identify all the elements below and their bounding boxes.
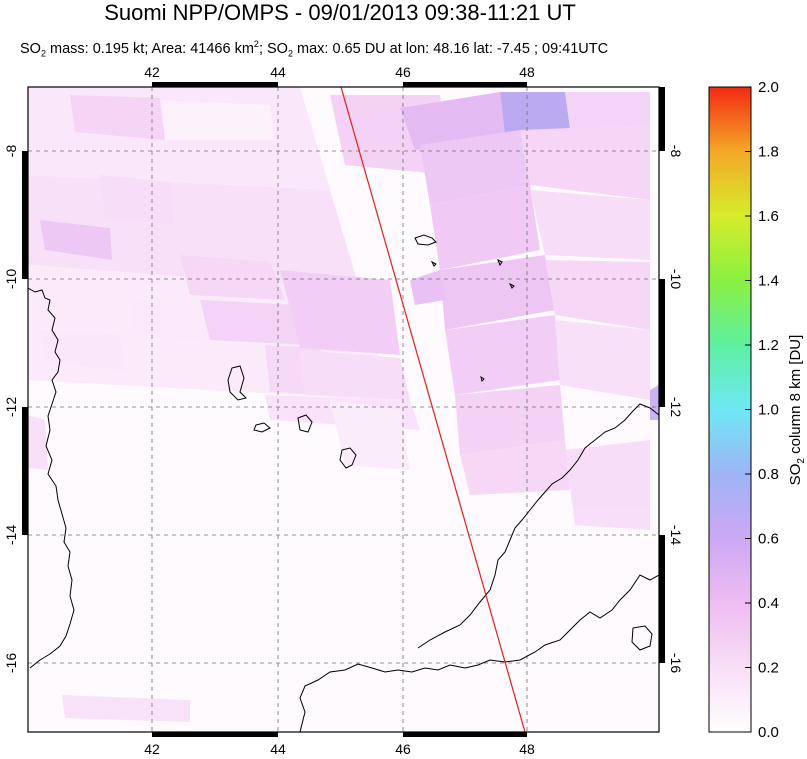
- coastline-glorioso: [497, 258, 503, 267]
- colorbar-label-0.2: 0.2: [758, 660, 779, 677]
- colorbar-label-1.4: 1.4: [758, 273, 779, 290]
- so2-swath-pixels: [28, 87, 659, 722]
- colorbar-label-0.0: 0.0: [758, 724, 779, 741]
- map-title: Suomi NPP/OMPS - 09/01/2013 09:38-11:21 …: [104, 0, 576, 25]
- orbit-track-line: [340, 87, 526, 732]
- colorbar-label-1.2: 1.2: [758, 337, 779, 354]
- map-subtitle: SO2 mass: 0.195 kt; Area: 41466 km2; SO2…: [20, 39, 609, 59]
- colorbar-label-0.8: 0.8: [758, 466, 779, 483]
- lon-tick-48-bottom: 48: [519, 741, 535, 757]
- lat-tick-16-right: -16: [668, 653, 684, 673]
- coastline-mayotte: [480, 375, 485, 382]
- lat-tick-10-right: -10: [668, 269, 684, 289]
- lat-tick-12-left: -12: [3, 397, 19, 417]
- coastline-grande-comore: [227, 365, 247, 401]
- lon-tick-44-bottom: 44: [270, 741, 286, 757]
- coastline-aldabra: [414, 234, 437, 246]
- lon-tick-labels-top: 42 44 46 48: [144, 64, 535, 80]
- lat-tick-labels-right: -8 -10 -12 -14 -16: [668, 145, 684, 674]
- colorbar: 0.0 0.2 0.4 0.6 0.8 1.0 1.2 1.4 1.6 1.8 …: [708, 79, 807, 741]
- colorbar-scale: [708, 86, 752, 733]
- lat-tick-12-right: -12: [668, 397, 684, 417]
- graticule: [28, 87, 659, 732]
- coastline-small-island: [430, 260, 437, 267]
- coastline-small-island-2: [508, 282, 515, 289]
- coastline-moheli: [253, 422, 271, 433]
- lon-tick-48-top: 48: [519, 64, 535, 80]
- coastline-anjouan: [297, 414, 313, 433]
- lon-tick-46-bottom: 46: [395, 741, 411, 757]
- colorbar-label-0.6: 0.6: [758, 531, 779, 548]
- lon-tick-labels-bottom: 42 44 46 48: [144, 741, 535, 757]
- map-border-bars: [22, 82, 665, 737]
- colorbar-tick-labels: 0.0 0.2 0.4 0.6 0.8 1.0 1.2 1.4 1.6 1.8 …: [758, 79, 779, 741]
- coastline-africa: [28, 287, 75, 669]
- lat-tick-labels-left: -8 -10 -12 -14 -16: [3, 145, 19, 674]
- coastlines: [28, 234, 659, 732]
- colorbar-label-1.6: 1.6: [758, 208, 779, 225]
- lon-tick-42-top: 42: [144, 64, 160, 80]
- lat-tick-8-right: -8: [668, 145, 684, 158]
- colorbar-label-1.8: 1.8: [758, 144, 779, 161]
- colorbar-label-2.0: 2.0: [758, 79, 779, 96]
- colorbar-label-0.4: 0.4: [758, 595, 779, 612]
- map-area: [28, 87, 659, 732]
- lat-tick-14-right: -14: [668, 525, 684, 545]
- colorbar-label-1.0: 1.0: [758, 402, 779, 419]
- coastline-reunion: [631, 625, 653, 651]
- lon-tick-42-bottom: 42: [144, 741, 160, 757]
- lat-tick-8-left: -8: [3, 145, 19, 158]
- lat-tick-16-left: -16: [3, 653, 19, 673]
- coastline-madagascar-north: [417, 403, 659, 649]
- lon-tick-46-top: 46: [395, 64, 411, 80]
- colorbar-ticks: [745, 86, 751, 733]
- colorbar-title: SO2 column 8 km [DU]: [787, 335, 807, 486]
- lat-tick-10-left: -10: [3, 269, 19, 289]
- lat-tick-14-left: -14: [3, 525, 19, 545]
- coastline-madagascar: [299, 574, 659, 732]
- lon-tick-44-top: 44: [270, 64, 286, 80]
- coastline-mayotte-main: [339, 447, 357, 469]
